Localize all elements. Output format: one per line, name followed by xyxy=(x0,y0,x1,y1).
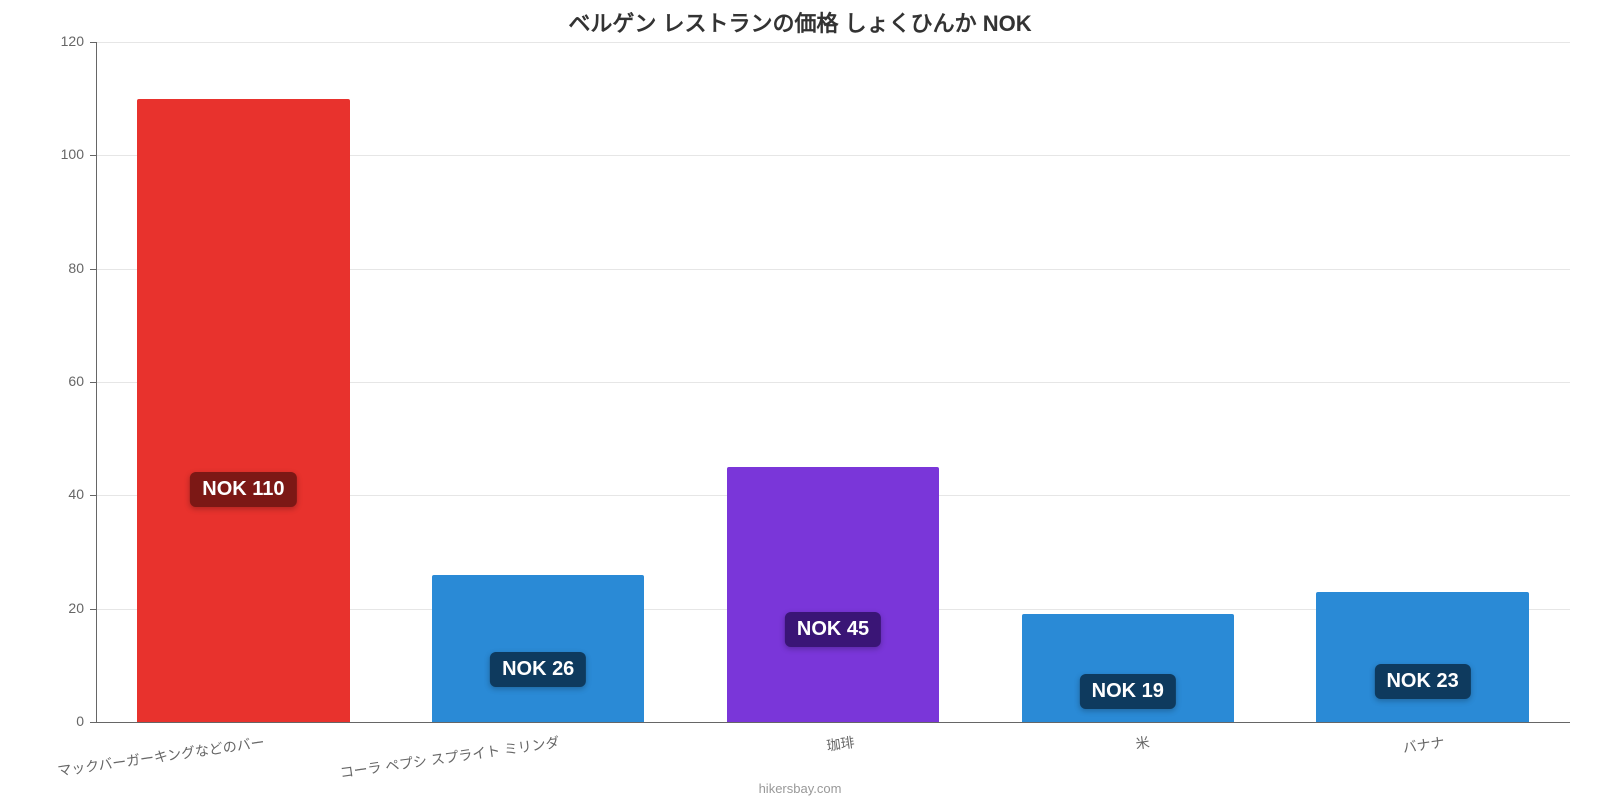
value-badge: NOK 45 xyxy=(785,612,881,647)
y-tick-label: 20 xyxy=(24,600,84,616)
bar xyxy=(432,575,644,722)
attribution: hikersbay.com xyxy=(0,781,1600,796)
y-tick-label: 0 xyxy=(24,713,84,729)
y-tick-label: 40 xyxy=(24,486,84,502)
bar xyxy=(137,99,349,722)
y-axis xyxy=(96,42,97,722)
y-tick-label: 100 xyxy=(24,146,84,162)
value-badge: NOK 26 xyxy=(490,652,586,687)
y-tick-label: 120 xyxy=(24,33,84,49)
bar xyxy=(727,467,939,722)
chart-container: ベルゲン レストランの価格 しょくひんか NOK 020406080100120… xyxy=(0,0,1600,800)
gridline xyxy=(96,42,1570,43)
chart-title: ベルゲン レストランの価格 しょくひんか NOK xyxy=(0,6,1600,38)
value-badge: NOK 19 xyxy=(1080,674,1176,709)
bar xyxy=(1316,592,1528,722)
x-axis xyxy=(96,722,1570,723)
value-badge: NOK 110 xyxy=(190,472,296,507)
y-tick-label: 60 xyxy=(24,373,84,389)
y-tick-label: 80 xyxy=(24,260,84,276)
plot-area: 020406080100120NOK 110マックバーガーキングなどのバーNOK… xyxy=(96,42,1570,722)
value-badge: NOK 23 xyxy=(1374,664,1470,699)
